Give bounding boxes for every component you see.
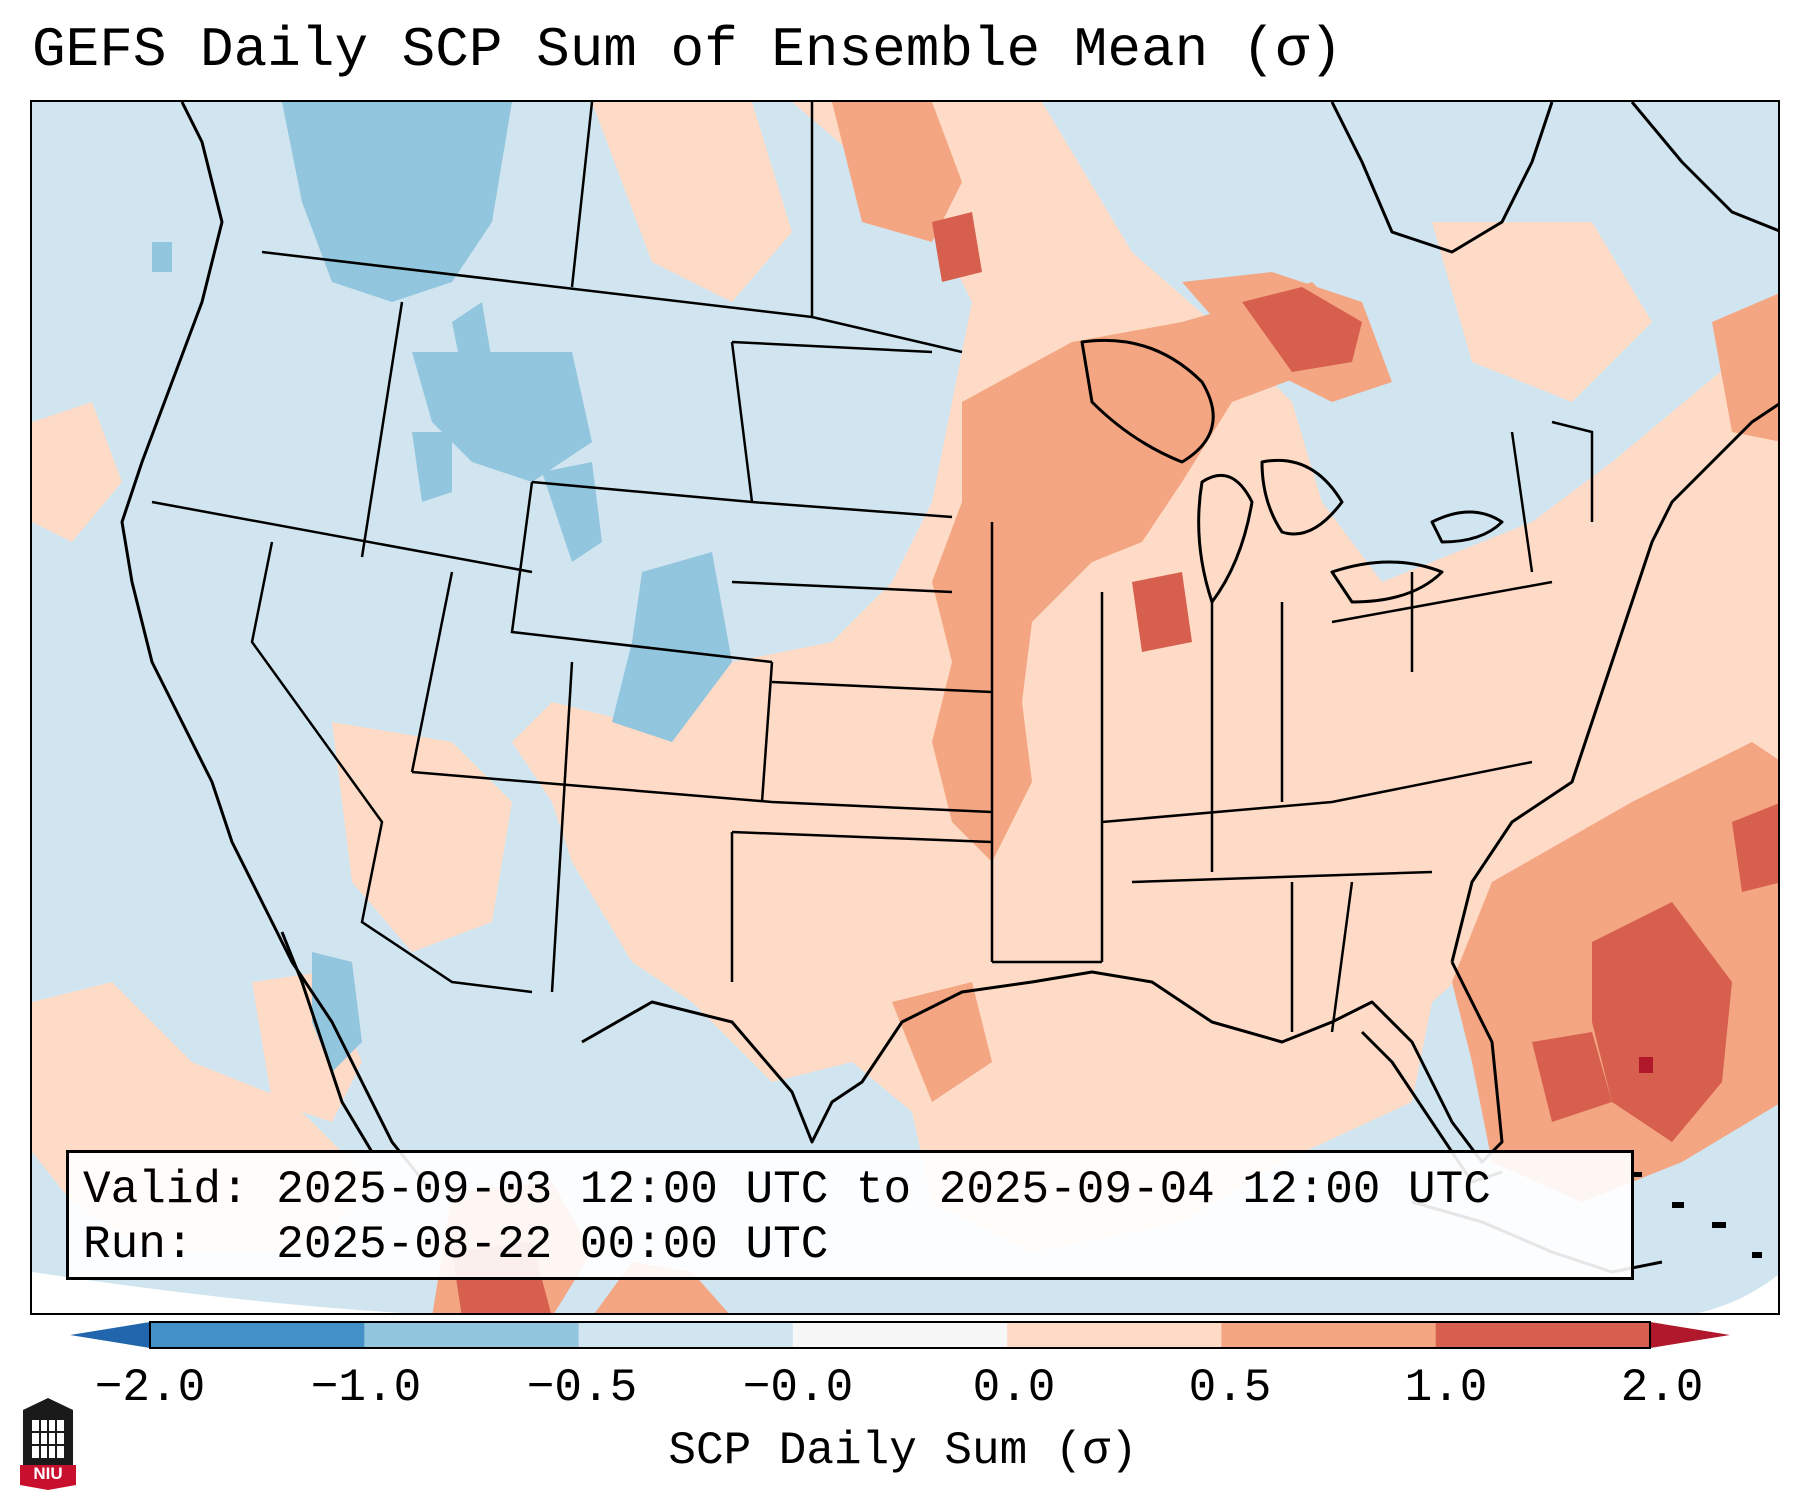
map-canvas <box>32 102 1778 1313</box>
colorbar-segment <box>150 1322 365 1348</box>
colorbar-frame <box>149 1321 1651 1349</box>
colorbar-tick: −1.0 <box>310 1362 422 1414</box>
anomaly-strong-positive <box>452 212 1778 1313</box>
validity-info-box: Valid: 2025-09-03 12:00 UTC to 2025-09-0… <box>66 1150 1634 1280</box>
colorbar-segment <box>1221 1322 1437 1348</box>
state-borders <box>151 102 1594 1033</box>
colorbar <box>70 1321 1730 1349</box>
valid-time-line: Valid: 2025-09-03 12:00 UTC to 2025-09-0… <box>83 1164 1491 1216</box>
niu-logo-icon <box>20 1398 76 1490</box>
niu-logo: NIU <box>18 1390 78 1490</box>
islands <box>1632 1172 1762 1258</box>
niu-logo-text: NIU <box>33 1464 63 1483</box>
colorbar-segment <box>1007 1322 1222 1348</box>
colorbar-over-triangle <box>1650 1322 1730 1348</box>
colorbar-segment <box>792 1322 1008 1348</box>
colorbar-segment <box>578 1322 794 1348</box>
colorbar-tick: −2.0 <box>94 1362 206 1414</box>
map-panel <box>30 100 1780 1315</box>
projection-edge-right <box>1698 1275 1778 1313</box>
colorbar-segments <box>150 1322 1651 1348</box>
colorbar-segment <box>1435 1322 1651 1348</box>
projection-edge-left <box>32 1272 405 1313</box>
colorbar-tick: −0.5 <box>526 1362 638 1414</box>
chart-title: GEFS Daily SCP Sum of Ensemble Mean (σ) <box>32 18 1343 82</box>
colorbar-segment <box>364 1322 580 1348</box>
colorbar-label: SCP Daily Sum (σ) <box>668 1425 1138 1477</box>
colorbar-tick: 2.0 <box>1620 1362 1704 1414</box>
colorbar-under-triangle <box>70 1322 150 1348</box>
run-time-line: Run: 2025-08-22 00:00 UTC <box>83 1219 829 1271</box>
colorbar-tick: 0.0 <box>972 1362 1056 1414</box>
colorbar-tick: 1.0 <box>1404 1362 1488 1414</box>
anomaly-negative <box>152 102 732 1072</box>
colorbar-tick: 0.5 <box>1188 1362 1272 1414</box>
anomaly-maximum <box>1639 1057 1653 1073</box>
colorbar-tick: −0.0 <box>742 1362 854 1414</box>
